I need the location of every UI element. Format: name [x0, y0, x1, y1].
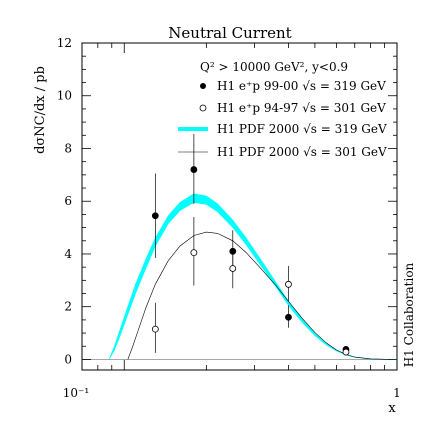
plot-area — [81, 42, 398, 371]
y-tick-label: 4 — [64, 247, 72, 261]
x-tick-label-1: 1 — [393, 386, 401, 400]
y-tick-label: 2 — [64, 300, 72, 314]
legend-item-2: H1 PDF 2000 √s = 319 GeV — [217, 122, 387, 136]
series-3-line — [127, 231, 398, 360]
data-points — [151, 133, 350, 356]
collaboration-label: H1 Collaboration — [402, 262, 416, 367]
y-tick-label: 8 — [64, 141, 72, 155]
series-1-point-3 — [285, 280, 292, 288]
chart-title: Neutral Current — [168, 24, 291, 42]
y-tick-label: 6 — [64, 194, 72, 208]
y-tick-label: 10 — [57, 89, 72, 103]
series-1-point-1 — [190, 249, 198, 257]
y-axis-label: dσNC/dx / pb — [33, 66, 48, 154]
legend-item-3: H1 PDF 2000 √s = 301 GeV — [217, 145, 387, 159]
series-1-point-0 — [151, 325, 159, 333]
x-axis-label: x — [388, 401, 396, 416]
series-1-point-4 — [342, 348, 350, 356]
y-tick-label: 12 — [57, 36, 72, 50]
plot-frame — [81, 42, 398, 371]
legend-item-0: H1 e⁺p 99-00 √s = 319 GeV — [217, 79, 386, 93]
series-2-band — [108, 193, 398, 360]
legend-marker-filled — [200, 83, 206, 89]
model-curves — [108, 193, 398, 360]
legend-marker-open — [199, 104, 207, 112]
series-1-point-2 — [229, 265, 237, 272]
y-tick-label: 0 — [64, 352, 72, 366]
axis-ticks: 0 2 4 6 8 10 12 — [57, 36, 398, 370]
series-0-point-0 — [151, 212, 159, 220]
legend: Q² > 10000 GeV², y<0.9 H1 e⁺p 99-00 √s =… — [178, 60, 387, 159]
legend-subtitle: Q² > 10000 GeV², y<0.9 — [200, 60, 348, 74]
legend-item-1: H1 e⁺p 94-97 √s = 301 GeV — [217, 101, 386, 115]
x-tick-label-0: 10⁻¹ — [63, 386, 89, 400]
series-0-point-1 — [190, 166, 198, 173]
series-0-point-3 — [285, 313, 292, 321]
